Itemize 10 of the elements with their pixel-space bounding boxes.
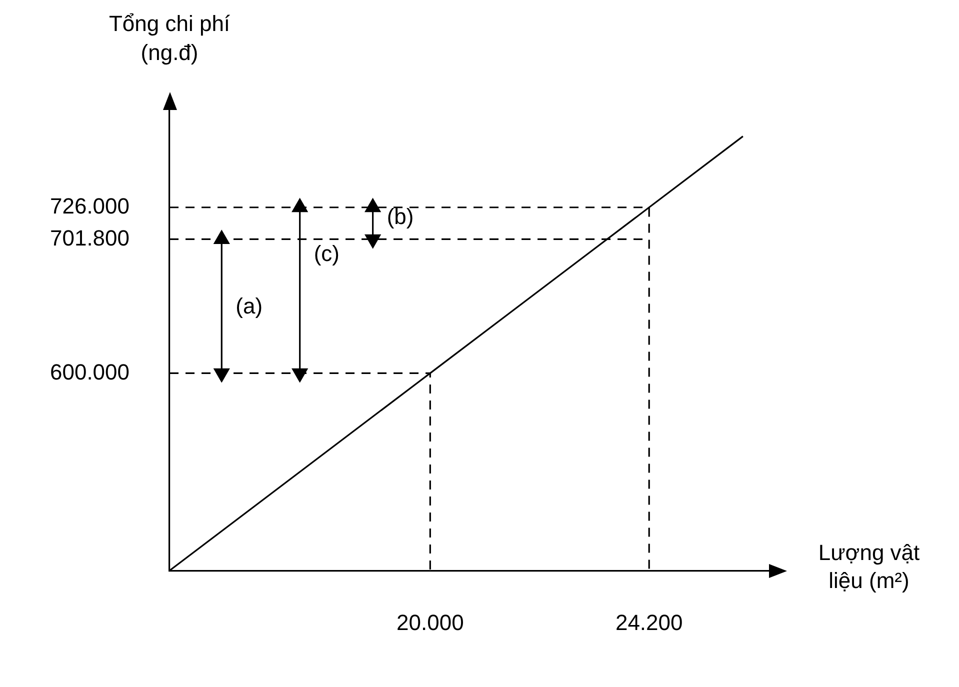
y-tick-label: 600.000	[50, 359, 130, 384]
annotation: (c)	[314, 240, 340, 266]
x-axis-title: Lượng vật liệu (m²)	[817, 538, 921, 596]
y-tick-label: 701.800	[50, 225, 130, 250]
annotation: (b)	[386, 204, 414, 229]
annotation: (a)	[236, 293, 263, 318]
x-tick-label: 24.200	[615, 610, 683, 635]
y-tick-label: 726.000	[50, 193, 130, 218]
x-tick-label: 20.000	[396, 610, 464, 635]
y-axis-title: Tổng chi phí (ng.đ)	[108, 10, 232, 67]
